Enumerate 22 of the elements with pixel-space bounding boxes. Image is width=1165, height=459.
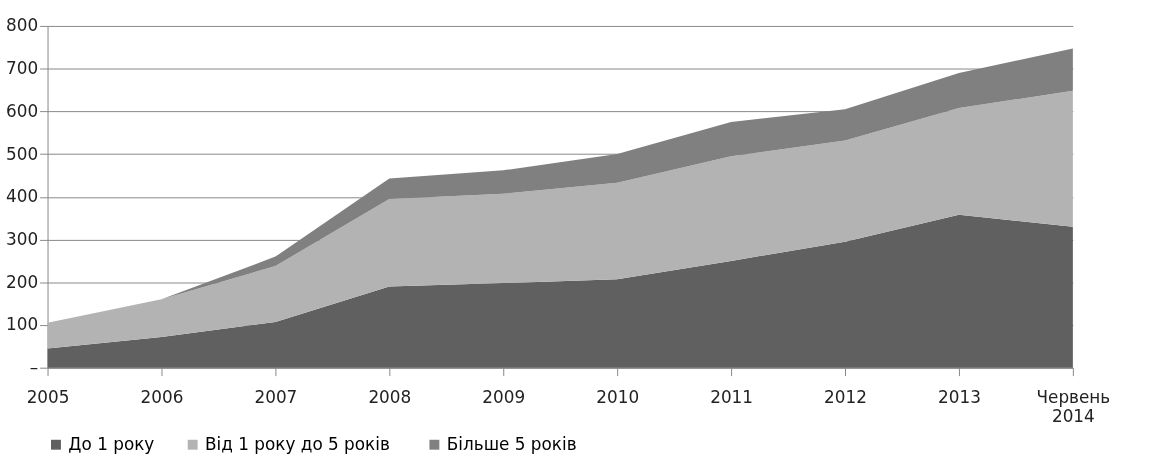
x-tick-label: 2011 — [710, 386, 754, 407]
x-tick-label: 2005 — [26, 386, 70, 407]
x-tick-label: 2012 — [824, 386, 867, 407]
y-tick-label: 800 — [6, 15, 39, 36]
x-tick-label: Червень 2014 — [1036, 386, 1111, 426]
y-tick-label: 100 — [6, 314, 39, 335]
y-tick-label: 400 — [6, 186, 39, 207]
y-tick-label: 600 — [6, 100, 39, 121]
x-tick-label: 2006 — [140, 386, 184, 407]
legend-label: До 1 року — [68, 433, 155, 454]
y-tick-label: 200 — [6, 271, 39, 292]
y-tick-label: – — [29, 357, 39, 378]
x-tick-label: 2009 — [482, 386, 526, 407]
y-tick-label: 500 — [6, 143, 39, 164]
y-tick-label: 700 — [6, 58, 39, 79]
x-tick-label: 2010 — [596, 386, 640, 407]
y-tick-label: 300 — [6, 228, 39, 249]
x-tick-label: 2007 — [254, 386, 298, 407]
x-tick-label: 2008 — [368, 386, 412, 407]
x-tick-label: 2013 — [938, 386, 981, 407]
legend-label: Більше 5 років — [446, 433, 577, 454]
legend-label: Від 1 року до 5 років — [205, 433, 390, 454]
